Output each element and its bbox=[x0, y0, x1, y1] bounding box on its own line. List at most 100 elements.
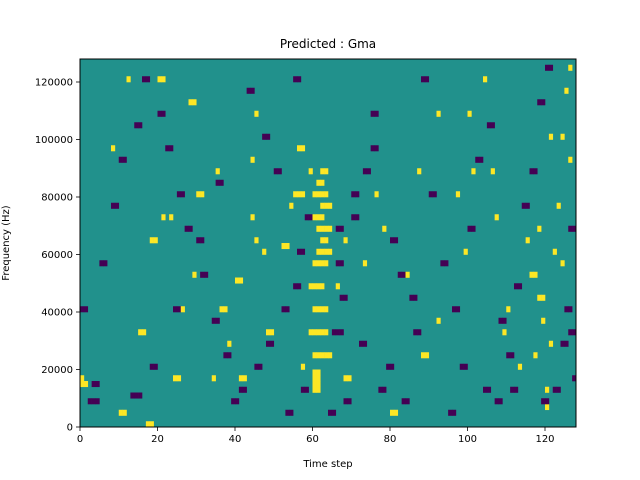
heatmap-cell bbox=[173, 375, 178, 382]
heatmap-cell bbox=[134, 392, 139, 399]
heatmap-cell bbox=[122, 409, 127, 416]
heatmap-cell bbox=[111, 202, 116, 209]
x-tick-label: 100 bbox=[458, 434, 477, 445]
heatmap-cell bbox=[223, 306, 228, 313]
heatmap-cell bbox=[390, 363, 395, 370]
heatmap-cell bbox=[498, 398, 503, 405]
heatmap-cell bbox=[393, 237, 399, 244]
heatmap-cell bbox=[347, 375, 352, 382]
heatmap-cell bbox=[173, 306, 178, 313]
heatmap-cell bbox=[130, 392, 135, 399]
heatmap-cell bbox=[560, 260, 565, 267]
heatmap-cell bbox=[188, 225, 193, 232]
heatmap-cell bbox=[316, 260, 321, 267]
heatmap-cell bbox=[510, 352, 515, 359]
heatmap-cell bbox=[83, 381, 89, 388]
heatmap-cell bbox=[196, 191, 201, 198]
heatmap-cell bbox=[281, 243, 286, 250]
heatmap-cell bbox=[467, 225, 472, 232]
heatmap-cell bbox=[231, 398, 236, 405]
heatmap-cell bbox=[324, 306, 329, 313]
heatmap-cell bbox=[281, 306, 286, 313]
heatmap-cell bbox=[250, 214, 255, 221]
heatmap-cell bbox=[339, 225, 344, 232]
heatmap-cell bbox=[250, 87, 255, 94]
heatmap-cell bbox=[165, 145, 170, 152]
y-tick-label: 40000 bbox=[41, 308, 73, 319]
heatmap-cell bbox=[142, 329, 147, 336]
heatmap-cell bbox=[572, 375, 577, 382]
heatmap-cell bbox=[428, 191, 433, 198]
heatmap-cell bbox=[463, 363, 468, 370]
heatmap-cell bbox=[335, 329, 340, 336]
heatmap-cell bbox=[320, 225, 325, 232]
heatmap-cell bbox=[161, 110, 166, 117]
heatmap-cell bbox=[200, 237, 205, 244]
heatmap-cell bbox=[541, 99, 546, 106]
heatmap-cell bbox=[525, 237, 530, 244]
heatmap-cell bbox=[347, 398, 352, 405]
heatmap-cell bbox=[328, 248, 333, 255]
heatmap-cell bbox=[533, 168, 538, 175]
heatmap-cell bbox=[370, 110, 375, 117]
heatmap-cell bbox=[312, 329, 317, 336]
heatmap-cell bbox=[169, 145, 174, 152]
heatmap-cell bbox=[200, 191, 205, 198]
heatmap-cell bbox=[444, 260, 449, 267]
heatmap-cell bbox=[297, 248, 302, 255]
heatmap-cell bbox=[254, 110, 259, 117]
heatmap-cell bbox=[316, 352, 321, 359]
heatmap-cell bbox=[320, 168, 325, 175]
heatmap-cell bbox=[421, 352, 426, 359]
heatmap-cell bbox=[316, 283, 321, 290]
heatmap-cell bbox=[405, 271, 410, 278]
x-tick-label: 40 bbox=[229, 434, 242, 445]
heatmap-cell bbox=[269, 329, 275, 336]
heatmap-cell bbox=[176, 375, 182, 382]
heatmap-cell bbox=[111, 145, 116, 152]
heatmap-cell bbox=[548, 340, 554, 347]
heatmap-cell bbox=[153, 363, 158, 370]
heatmap-cell bbox=[262, 133, 267, 140]
x-tick-label: 0 bbox=[77, 434, 83, 445]
heatmap-cell bbox=[533, 352, 538, 359]
heatmap-cell bbox=[351, 191, 356, 198]
heatmap-cell bbox=[312, 381, 317, 388]
heatmap-cell bbox=[502, 329, 507, 336]
heatmap-cell bbox=[293, 76, 298, 83]
heatmap-cell bbox=[386, 363, 391, 370]
heatmap-cell bbox=[297, 76, 302, 83]
heatmap-cell bbox=[541, 398, 546, 405]
heatmap-cell bbox=[215, 179, 220, 186]
heatmap-cell bbox=[308, 168, 313, 175]
heatmap-cell bbox=[308, 283, 313, 290]
heatmap-cell bbox=[328, 225, 333, 232]
heatmap-cell bbox=[506, 352, 511, 359]
heatmap-cell bbox=[316, 191, 321, 198]
heatmap-cell bbox=[149, 237, 154, 244]
heatmap-cell bbox=[227, 352, 232, 359]
heatmap-cell bbox=[432, 191, 437, 198]
heatmap-cell bbox=[320, 179, 325, 186]
heatmap-cell bbox=[95, 381, 100, 388]
heatmap-cell bbox=[533, 271, 538, 278]
heatmap-cell bbox=[192, 271, 197, 278]
y-tick-label: 100000 bbox=[35, 135, 73, 146]
heatmap-cell bbox=[293, 283, 298, 290]
heatmap-cell bbox=[103, 260, 108, 267]
heatmap-cell bbox=[545, 64, 550, 71]
heatmap-cell bbox=[320, 260, 325, 267]
heatmap-cell bbox=[413, 329, 418, 336]
heatmap-cell bbox=[343, 375, 348, 382]
heatmap-cell bbox=[324, 248, 329, 255]
y-tick-label: 20000 bbox=[41, 365, 73, 376]
heatmap-cell bbox=[320, 237, 325, 244]
heatmap-cell bbox=[374, 110, 379, 117]
heatmap-cell bbox=[545, 386, 550, 393]
heatmap-cell bbox=[483, 76, 488, 83]
heatmap-cell bbox=[479, 156, 484, 163]
heatmap-cell bbox=[343, 398, 348, 405]
heatmap-cell bbox=[529, 271, 534, 278]
heatmap-cell bbox=[316, 329, 321, 336]
heatmap-cell bbox=[572, 225, 577, 232]
